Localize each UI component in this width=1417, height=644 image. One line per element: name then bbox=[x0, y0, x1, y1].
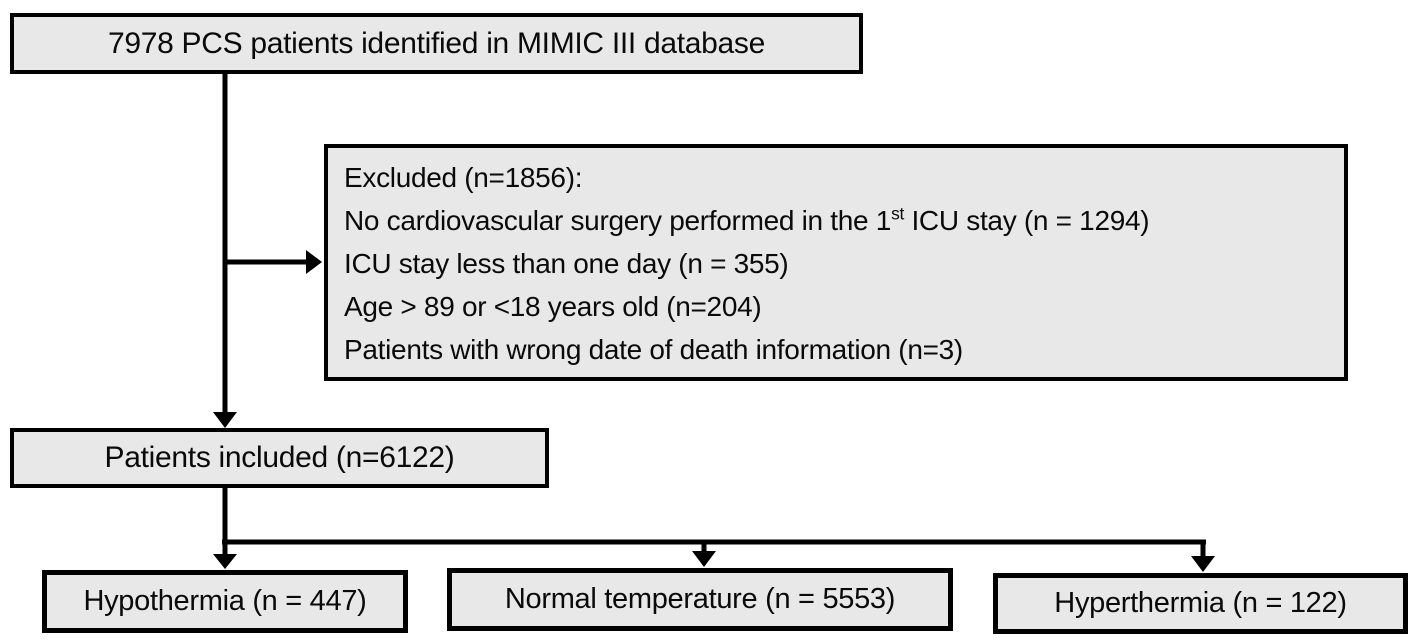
top-population-box: 7978 PCS patients identified in MIMIC II… bbox=[10, 13, 863, 74]
hypothermia-label: Hypothermia (n = 447) bbox=[83, 585, 367, 617]
exclusion-text: Excluded (n=1856): No cardiovascular sur… bbox=[344, 156, 1150, 371]
normal-temperature-box: Normal temperature (n = 5553) bbox=[447, 568, 953, 631]
exclusion-box: Excluded (n=1856): No cardiovascular sur… bbox=[324, 144, 1348, 381]
arrow-to-exclusion-head bbox=[306, 250, 322, 274]
hyperthermia-box: Hyperthermia (n = 122) bbox=[993, 573, 1408, 634]
exclusion-reason-2: ICU stay less than one day (n = 355) bbox=[344, 248, 789, 279]
arrow-normal-head bbox=[692, 551, 716, 567]
normal-temperature-label: Normal temperature (n = 5553) bbox=[504, 583, 896, 615]
included-box: Patients included (n=6122) bbox=[10, 428, 549, 488]
exclusion-reason-4: Patients with wrong date of death inform… bbox=[344, 334, 963, 365]
hypothermia-box: Hypothermia (n = 447) bbox=[42, 570, 408, 633]
arrow-hypothermia-head bbox=[213, 554, 237, 569]
top-population-label: 7978 PCS patients identified in MIMIC II… bbox=[107, 26, 766, 60]
arrow-hyperthermia-head bbox=[1191, 556, 1215, 572]
exclusion-reason-1: No cardiovascular surgery performed in t… bbox=[344, 203, 1150, 236]
exclusion-reason-3: Age > 89 or <18 years old (n=204) bbox=[344, 291, 762, 322]
hyperthermia-label: Hyperthermia (n = 122) bbox=[1054, 587, 1347, 619]
arrow-top-to-included-head bbox=[213, 412, 237, 428]
included-label: Patients included (n=6122) bbox=[104, 441, 455, 474]
ordinal-superscript: st bbox=[891, 203, 904, 224]
exclusion-title: Excluded (n=1856): bbox=[344, 162, 583, 193]
